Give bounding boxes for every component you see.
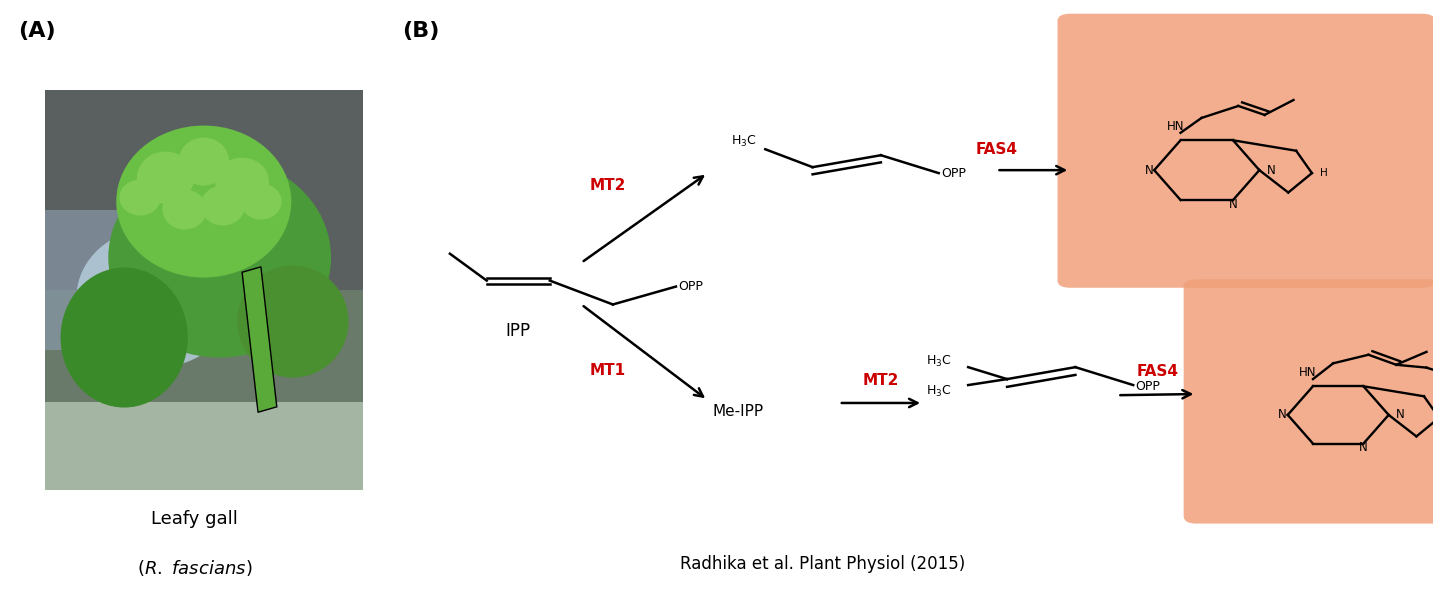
FancyBboxPatch shape — [1057, 14, 1434, 288]
Text: N: N — [1267, 164, 1276, 177]
Text: H$_3$C: H$_3$C — [926, 353, 952, 369]
Ellipse shape — [215, 158, 269, 205]
Ellipse shape — [179, 137, 229, 186]
Ellipse shape — [117, 125, 291, 278]
Text: N: N — [1145, 164, 1153, 177]
Bar — [45, 402, 363, 490]
Ellipse shape — [108, 158, 331, 358]
Text: HN: HN — [1299, 366, 1316, 379]
Bar — [45, 90, 363, 490]
Text: OPP: OPP — [678, 280, 703, 293]
Text: Me-IPP: Me-IPP — [713, 404, 763, 420]
Text: H$_3$C: H$_3$C — [732, 134, 757, 149]
Text: N: N — [1228, 198, 1237, 211]
Text: FAS4: FAS4 — [975, 141, 1018, 157]
Text: MT2: MT2 — [863, 373, 899, 389]
Text: N: N — [1279, 408, 1287, 421]
Text: H$_3$C: H$_3$C — [926, 383, 952, 399]
Text: HN: HN — [1166, 120, 1184, 133]
Ellipse shape — [60, 267, 187, 408]
Ellipse shape — [120, 180, 161, 216]
Text: OPP: OPP — [1135, 380, 1161, 393]
Text: Leafy gall: Leafy gall — [151, 510, 238, 528]
Text: ($\it{R.\ fascians}$): ($\it{R.\ fascians}$) — [137, 558, 252, 578]
Text: FAS4: FAS4 — [1136, 364, 1178, 379]
Bar — [45, 90, 363, 290]
Text: N: N — [1359, 441, 1368, 454]
Ellipse shape — [200, 186, 245, 226]
Ellipse shape — [240, 183, 282, 220]
Bar — [45, 210, 187, 350]
Text: N: N — [1397, 408, 1405, 421]
FancyBboxPatch shape — [1184, 279, 1440, 524]
Ellipse shape — [137, 152, 194, 204]
Text: IPP: IPP — [505, 322, 531, 340]
Text: (A): (A) — [19, 21, 56, 41]
Ellipse shape — [163, 190, 207, 230]
Text: MT1: MT1 — [589, 362, 625, 378]
Ellipse shape — [238, 266, 348, 377]
Text: H: H — [1320, 168, 1328, 178]
Ellipse shape — [76, 227, 236, 368]
Text: MT2: MT2 — [589, 177, 626, 193]
Text: (B): (B) — [403, 21, 441, 41]
FancyArrow shape — [242, 267, 276, 413]
Text: OPP: OPP — [940, 167, 966, 180]
Text: Radhika et al. Plant Physiol (2015): Radhika et al. Plant Physiol (2015) — [681, 555, 966, 573]
